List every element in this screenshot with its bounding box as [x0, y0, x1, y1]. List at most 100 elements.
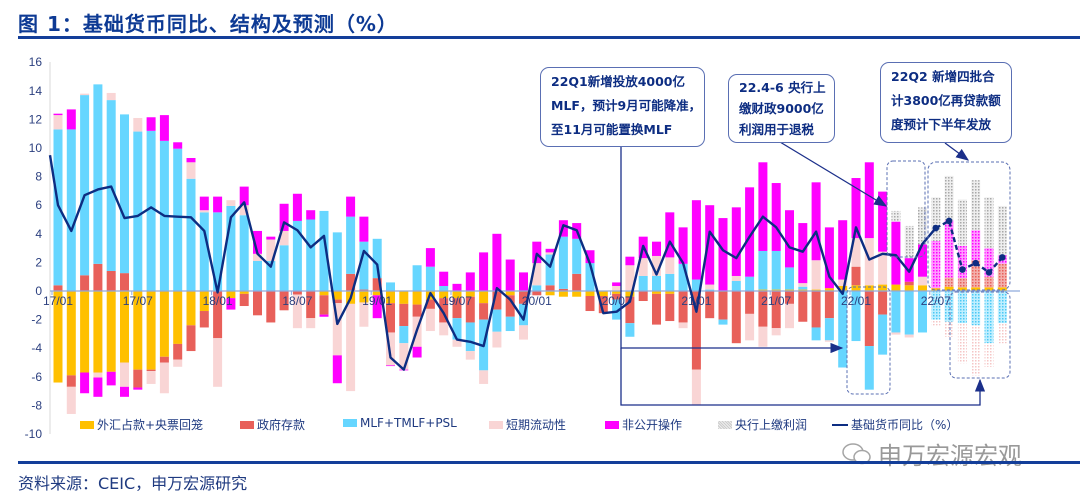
bar-fx: [80, 291, 90, 373]
bar-np: [479, 252, 489, 291]
annotation-line: 度预计下半年发放: [891, 117, 992, 132]
bar-short: [332, 303, 342, 356]
bar-fx: [319, 291, 329, 296]
bar-short: [878, 251, 888, 285]
arrow-relending: [944, 142, 970, 161]
bar-np: [771, 183, 781, 251]
highlight-box-mlf: [846, 286, 891, 395]
bar-short: [186, 162, 196, 179]
bar-fx: [173, 291, 183, 344]
bar-np: [159, 115, 169, 141]
bar-short: [465, 351, 475, 360]
bar-short: [652, 255, 661, 276]
bar-short: [93, 372, 103, 378]
bar-np: [133, 387, 143, 390]
bar-short: [545, 252, 555, 255]
bar-np: [66, 109, 76, 130]
bar-gov: [465, 296, 475, 323]
bar-np: [864, 162, 874, 239]
bar-mlf: [372, 238, 382, 279]
bar-mlf: [625, 323, 635, 337]
bar-np: [425, 248, 435, 267]
bar-mlf: [891, 291, 901, 333]
bar-gov: [625, 296, 635, 324]
bar-gov: [558, 288, 568, 291]
bar-mlf: [705, 289, 715, 291]
bar-mlf: [824, 318, 834, 341]
bar-gov: [758, 291, 768, 327]
bar-gov: [213, 291, 223, 339]
bar-short: [452, 339, 462, 347]
bar-short: [918, 276, 927, 286]
bar-mlf: [306, 219, 316, 291]
bar-fx: [971, 287, 981, 291]
bar-np: [652, 241, 661, 256]
bar-mlf: [984, 291, 994, 344]
bar-fx: [159, 291, 169, 357]
line-forecast-point: [972, 259, 979, 267]
bar-short: [838, 279, 848, 286]
bar-gov: [159, 356, 169, 363]
bar-np: [93, 377, 103, 397]
bar-short: [612, 285, 622, 291]
bar-mlf: [425, 266, 435, 291]
bar-gov: [824, 291, 834, 319]
bar-gov: [53, 285, 63, 291]
annotation-mlf: 22Q1新增投放4000亿 MLF，预计9月可能降准， 至11月可能置换MLF: [540, 67, 705, 147]
bar-gov: [479, 303, 489, 320]
bar-mlf: [558, 236, 568, 289]
line-forecast-point: [932, 224, 940, 232]
bar-np: [146, 117, 156, 131]
bar-short: [159, 362, 169, 394]
annotation-line: 22Q2 新增四批合: [891, 69, 995, 84]
legend-item-line: 基础货币同比（%）: [832, 416, 958, 433]
bar-fx: [133, 291, 143, 370]
bar-gov: [532, 291, 542, 296]
y-tick-label: 12: [29, 112, 43, 126]
bar-mlf: [332, 232, 342, 291]
bar-short: [532, 263, 542, 286]
bar-fx: [957, 287, 967, 291]
x-tick-label: 17/07: [123, 294, 153, 308]
x-tick-label: 22/07: [921, 294, 951, 308]
bar-short: [771, 328, 781, 336]
bar-gov: [798, 291, 808, 322]
arrow-rrr: [620, 348, 986, 406]
y-tick-label: -2: [31, 313, 42, 327]
legend-label: 短期流动性: [506, 418, 567, 432]
bar-short: [346, 303, 356, 392]
bar-gov: [665, 293, 675, 322]
line-forecast-point: [959, 266, 966, 273]
bar-short: [253, 253, 262, 261]
bar-short: [904, 334, 914, 338]
legend-label: 基础货币同比（%）: [851, 418, 959, 432]
watermark: 申万宏源宏观: [842, 436, 1022, 471]
bar-np: [439, 271, 449, 286]
bar-mlf: [971, 291, 981, 326]
bar-fx: [864, 285, 874, 291]
bar-np: [292, 193, 302, 221]
bar-gov: [346, 273, 356, 291]
bar-gov: [545, 285, 555, 291]
bar-gov: [957, 278, 967, 288]
bar-mlf: [572, 238, 582, 274]
bar-mlf: [133, 131, 143, 291]
bar-mlf: [505, 316, 515, 332]
bar-gov: [785, 291, 794, 304]
bar-short: [146, 371, 156, 384]
bar-np: [386, 365, 395, 367]
bar-np: [758, 162, 768, 251]
bar-fx: [851, 285, 861, 291]
bar-fx: [625, 291, 635, 297]
x-tick-label: 17/01: [43, 294, 73, 308]
bar-gov: [519, 291, 528, 304]
footer-divider: [18, 461, 1080, 464]
bar-fx: [372, 291, 382, 296]
bar-np: [346, 196, 356, 217]
bar-np: [226, 298, 236, 310]
bar-gov: [612, 293, 622, 300]
bar-np: [359, 216, 369, 242]
bar-fx: [572, 291, 582, 297]
y-tick-label: 16: [29, 55, 43, 69]
bar-fx: [598, 291, 608, 297]
